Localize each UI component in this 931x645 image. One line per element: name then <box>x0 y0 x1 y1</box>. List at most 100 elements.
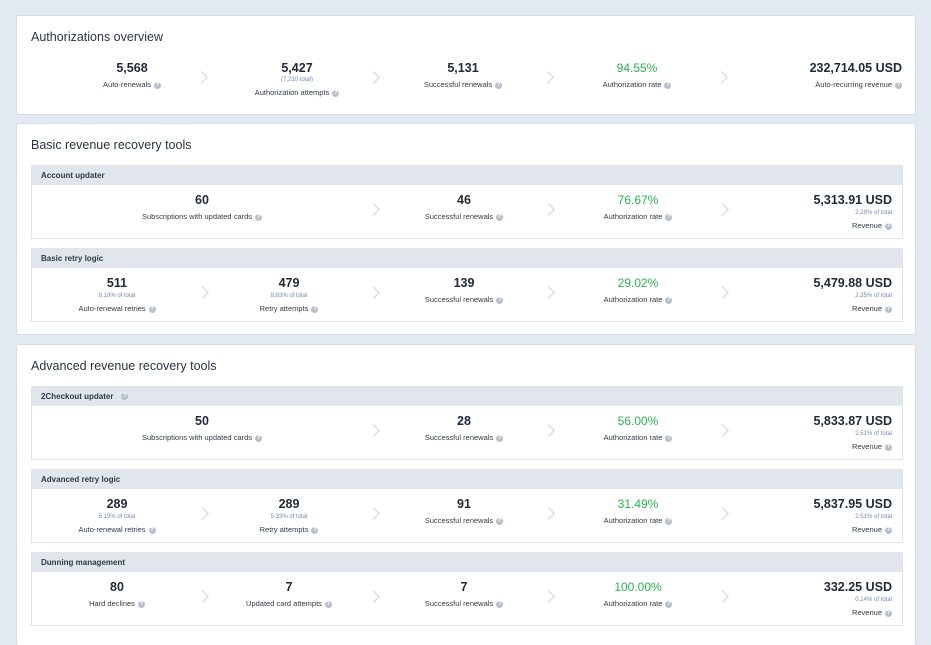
help-icon[interactable]: ? <box>148 526 156 534</box>
metric-sub: 8.83% of total <box>270 293 308 299</box>
metric-value: 94.55% <box>616 61 658 75</box>
metric-value: 80 <box>110 580 124 594</box>
basic-retry-group: Basic retry logic 511 9.18% of total Aut… <box>31 248 903 322</box>
metric-sub: 0.14% of total <box>855 597 892 603</box>
metric-sub: 2.28% of total <box>855 210 892 216</box>
metric-value: 5,833.87 USD <box>813 414 892 428</box>
chevron-right-icon <box>367 507 380 520</box>
chevron-right-icon <box>716 286 729 299</box>
checkout-updater-group: 2Checkout updater? 50 Subscriptions with… <box>31 386 903 460</box>
chevron-right-icon <box>367 286 380 299</box>
help-icon[interactable]: ? <box>885 222 892 230</box>
metric-label: Retry attempts <box>259 304 309 313</box>
help-icon[interactable]: ? <box>255 434 263 442</box>
metric-authorization-rate: 94.55% Authorization rate? <box>572 16 702 89</box>
metrics-row: 289 5.19% of total Auto-renewal retries?… <box>32 489 902 542</box>
metric-sub: 2.35% of total <box>855 293 892 299</box>
help-icon[interactable]: ? <box>496 600 504 608</box>
chevron-right-icon <box>196 590 209 603</box>
chevron-right-icon <box>367 590 380 603</box>
metric-label: Successful renewals <box>424 212 494 221</box>
help-icon[interactable]: ? <box>665 213 673 221</box>
card-title: Basic revenue recovery tools <box>31 138 192 152</box>
metric-label: Authorization rate <box>603 433 663 442</box>
chevron-right-icon <box>367 203 380 216</box>
metric-label: Successful renewals <box>424 295 494 304</box>
metric-authorization-rate: 76.67% Authorization rate? <box>573 185 703 238</box>
help-icon[interactable]: ? <box>885 609 892 617</box>
chevron-right-icon <box>367 424 380 437</box>
metric-value: 76.67% <box>617 193 659 207</box>
help-icon[interactable]: ? <box>332 89 340 97</box>
metric-sub: 2.51% of total <box>855 514 892 520</box>
metric-label: Authorization rate <box>603 516 663 525</box>
metric-value: 5,837.95 USD <box>813 497 892 511</box>
metric-label: Auto-recurring revenue <box>815 80 892 89</box>
metric-sub: 5.19% of total <box>98 514 136 520</box>
metric-label: Revenue <box>851 525 882 534</box>
help-icon[interactable]: ? <box>311 526 319 534</box>
metric-hard-declines: 80 Hard declines? <box>52 572 182 625</box>
help-icon[interactable]: ? <box>496 434 504 442</box>
chevron-right-icon <box>196 286 209 299</box>
metric-updated-card-attempts: 7 Updated card attempts? <box>224 572 354 625</box>
metric-auto-renewal-retries: 511 9.18% of total Auto-renewal retries? <box>52 268 182 321</box>
metric-successful-renewals: 46 Successful renewals? <box>399 185 529 238</box>
help-icon[interactable]: ? <box>665 434 673 442</box>
card-title: Advanced revenue recovery tools <box>31 359 217 373</box>
metric-successful-renewals: 28 Successful renewals? <box>399 406 529 459</box>
metric-label: Auto-renewals <box>103 80 151 89</box>
metric-successful-renewals: 139 Successful renewals? <box>399 268 529 321</box>
help-icon[interactable]: ? <box>255 213 263 221</box>
metric-value: 29.02% <box>617 276 659 290</box>
help-icon[interactable]: ? <box>496 296 504 304</box>
help-icon[interactable]: ? <box>121 393 129 400</box>
help-icon[interactable]: ? <box>311 305 319 313</box>
metric-value: 5,568 <box>116 61 148 75</box>
metric-label: Authorization rate <box>602 80 662 89</box>
metric-auto-renewals: 5,568 Auto-renewals? <box>67 16 197 89</box>
metric-value: 5,313.91 USD <box>813 193 892 207</box>
help-icon[interactable]: ? <box>885 526 892 534</box>
help-icon[interactable]: ? <box>885 443 892 451</box>
metric-label: Revenue <box>851 608 882 617</box>
metric-successful-renewals: 91 Successful renewals? <box>399 489 529 542</box>
metric-value: 46 <box>457 193 471 207</box>
metric-auto-renewal-retries: 289 5.19% of total Auto-renewal retries? <box>52 489 182 542</box>
metric-label: Successful renewals <box>424 516 494 525</box>
metric-label: Authorization rate <box>603 295 663 304</box>
metric-value: 7 <box>460 580 468 594</box>
help-icon[interactable]: ? <box>665 517 673 525</box>
dunning-management-group: Dunning management 80 Hard declines? 7 U… <box>31 552 903 626</box>
help-icon[interactable]: ? <box>495 81 503 89</box>
help-icon[interactable]: ? <box>153 81 161 89</box>
help-icon[interactable]: ? <box>665 296 673 304</box>
metrics-row: 50 Subscriptions with updated cards? 28 … <box>32 406 902 459</box>
metric-value: 332.25 USD <box>823 580 892 594</box>
metric-value: 60 <box>195 193 209 207</box>
metric-label: Subscriptions with updated cards <box>141 433 253 442</box>
metric-successful-renewals: 7 Successful renewals? <box>399 572 529 625</box>
group-heading: Dunning management <box>32 553 902 572</box>
metric-authorization-rate: 29.02% Authorization rate? <box>573 268 703 321</box>
help-icon[interactable]: ? <box>496 213 504 221</box>
chevron-right-icon <box>541 71 554 84</box>
advanced-retry-group: Advanced retry logic 289 5.19% of total … <box>31 469 903 543</box>
metric-value: 91 <box>457 497 471 511</box>
chevron-right-icon <box>716 590 729 603</box>
help-icon[interactable]: ? <box>885 305 892 313</box>
metric-auto-recurring-revenue: 232,714.05 USD Auto-recurring revenue? <box>752 16 902 89</box>
help-icon[interactable]: ? <box>895 81 902 89</box>
metric-value: 56.00% <box>617 414 659 428</box>
help-icon[interactable]: ? <box>664 81 672 89</box>
chevron-right-icon <box>542 507 555 520</box>
metric-value: 289 <box>106 497 128 511</box>
help-icon[interactable]: ? <box>324 600 332 608</box>
metric-value: 232,714.05 USD <box>809 61 902 75</box>
help-icon[interactable]: ? <box>665 600 673 608</box>
metric-label: Retry attempts <box>259 525 309 534</box>
help-icon[interactable]: ? <box>496 517 504 525</box>
help-icon[interactable]: ? <box>137 600 145 608</box>
help-icon[interactable]: ? <box>148 305 156 313</box>
chevron-right-icon <box>542 286 555 299</box>
